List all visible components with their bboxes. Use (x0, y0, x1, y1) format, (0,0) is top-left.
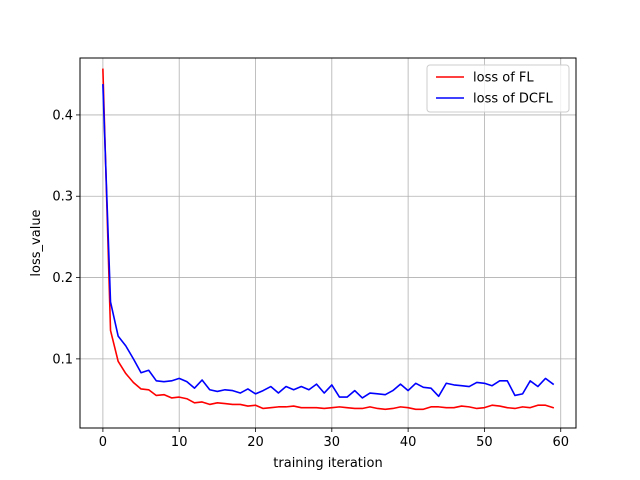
x-tick-label: 10 (171, 435, 188, 450)
x-tick-label: 20 (247, 435, 264, 450)
x-tick-label: 50 (476, 435, 493, 450)
y-tick-label: 0.4 (52, 108, 73, 123)
y-axis-label: loss_value (29, 209, 44, 276)
plot-frame (79, 57, 577, 429)
x-tick-label: 0 (99, 435, 107, 450)
legend-label: loss of DCFL (473, 92, 553, 107)
series-line-fl (102, 68, 555, 411)
legend: loss of FL loss of DCFL (426, 64, 570, 113)
y-tick-label: 0.1 (52, 352, 73, 367)
y-tick-label: 0.3 (52, 190, 73, 205)
grid-lines (80, 58, 576, 428)
x-tick-label: 40 (400, 435, 417, 450)
x-tick-label: 60 (552, 435, 569, 450)
y-tick-label: 0.2 (52, 271, 73, 286)
series-line-dcfl (102, 84, 555, 399)
legend-label: loss of FL (473, 71, 534, 86)
axis-ticks: 0 10 20 30 40 50 60 0.1 0.2 0.3 0.4 (52, 108, 569, 450)
x-tick-label: 30 (324, 435, 341, 450)
x-axis-label: training iteration (273, 456, 382, 471)
series-layer (102, 68, 555, 411)
